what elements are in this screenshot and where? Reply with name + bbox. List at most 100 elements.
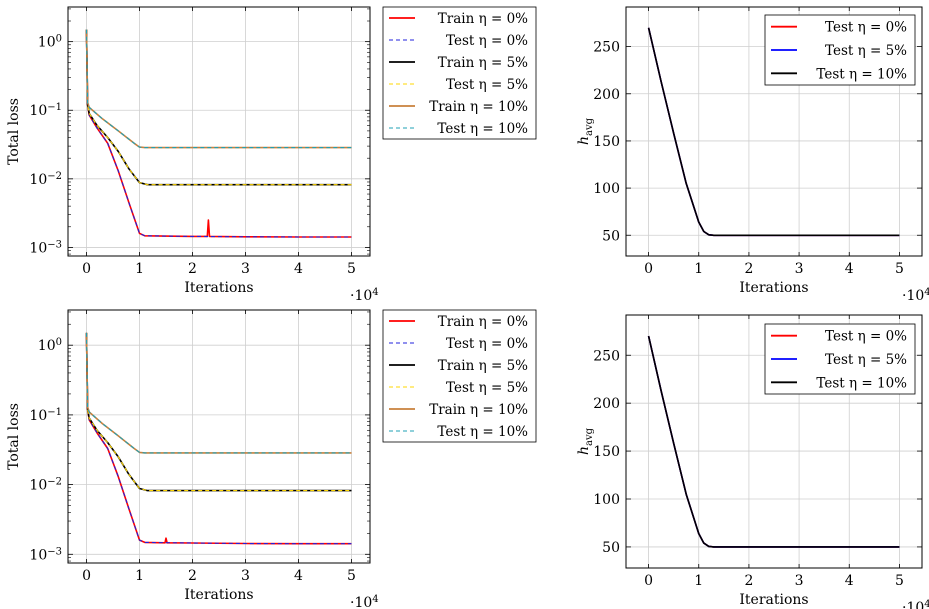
x-tick-label: 1 bbox=[135, 261, 144, 277]
superscript: 4 bbox=[924, 599, 929, 609]
x-axis-multiplier: ·104 bbox=[350, 594, 379, 609]
x-tick-label: 4 bbox=[294, 261, 303, 277]
series-line bbox=[85, 29, 352, 149]
series-line bbox=[85, 332, 352, 492]
legend: Train η = 0% Test η = 0% Train η = 5% Test … bbox=[382, 6, 537, 140]
x-tick-label: 5 bbox=[347, 261, 356, 277]
x-tick-label: 1 bbox=[694, 573, 703, 589]
plot-frame bbox=[625, 314, 923, 569]
superscript: 4 bbox=[372, 594, 378, 605]
y-tick-label: 10−2 bbox=[29, 476, 62, 494]
x-tick-label: 5 bbox=[895, 573, 904, 589]
legend-label: Train η = 0% bbox=[438, 11, 528, 27]
y-tick-label: 10−3 bbox=[29, 546, 62, 564]
y-tick-label: 10−3 bbox=[29, 239, 62, 257]
y-tick-label: 250 bbox=[593, 40, 620, 56]
legend-label: Train η = 10% bbox=[429, 402, 528, 418]
legend-label: Test η = 5% bbox=[825, 43, 907, 59]
series-line bbox=[85, 332, 352, 545]
series-line bbox=[647, 335, 900, 548]
y-label-subscript: avg bbox=[584, 427, 595, 446]
y-label-main: h bbox=[576, 446, 592, 455]
chart-2: 0 1 2 3 4 5 50 100 150 200 250 Iterations ·104 havg Te… bbox=[576, 6, 929, 305]
series-line bbox=[85, 29, 352, 186]
x-tick-label: 5 bbox=[895, 261, 904, 277]
superscript: −3 bbox=[47, 546, 62, 557]
y-tick-label: 150 bbox=[593, 134, 620, 150]
series-line bbox=[647, 27, 900, 237]
legend: Train η = 0% Test η = 0% Train η = 5% Test … bbox=[382, 309, 537, 443]
legend-label: Test η = 5% bbox=[446, 77, 528, 93]
superscript: 4 bbox=[372, 287, 378, 298]
legend: Test η = 0% Test η = 5% Test η = 10% bbox=[764, 323, 916, 395]
x-tick-label: 4 bbox=[294, 568, 303, 584]
y-axis: 10−3 10−2 10−1 100 bbox=[29, 33, 370, 256]
x-tick-label: 3 bbox=[795, 573, 804, 589]
superscript: −3 bbox=[47, 239, 62, 250]
series-group bbox=[647, 335, 900, 548]
y-tick-label: 50 bbox=[602, 228, 620, 244]
series-line bbox=[85, 332, 352, 454]
x-tick-label: 1 bbox=[694, 261, 703, 277]
chart-3: 0 1 2 3 4 5 10−3 10−2 10−1 100 Iterations ·104 Total… bbox=[6, 309, 537, 609]
plot-frame bbox=[67, 309, 371, 564]
y-label-subscript: avg bbox=[584, 117, 595, 136]
x-axis-label: Iterations bbox=[739, 592, 808, 608]
x-tick-label: 2 bbox=[188, 568, 197, 584]
x-axis-label: Iterations bbox=[184, 280, 253, 296]
legend-box bbox=[382, 309, 537, 443]
y-axis-label: havg bbox=[576, 427, 595, 455]
y-tick-label: 250 bbox=[593, 348, 620, 364]
x-tick-label: 1 bbox=[135, 568, 144, 584]
series-line bbox=[85, 29, 352, 149]
x-tick-label: 0 bbox=[644, 261, 653, 277]
x-axis-multiplier: ·104 bbox=[902, 287, 929, 305]
y-axis: 10−3 10−2 10−1 100 bbox=[29, 337, 370, 564]
grid bbox=[68, 7, 370, 256]
y-tick-label: 150 bbox=[593, 444, 620, 460]
series-line bbox=[85, 29, 352, 186]
superscript: −2 bbox=[47, 170, 62, 181]
series-line bbox=[85, 332, 352, 492]
y-axis: 50 100 150 200 250 bbox=[593, 40, 922, 244]
minor-ticks bbox=[68, 311, 370, 562]
x-axis-multiplier: ·104 bbox=[350, 287, 379, 305]
y-tick-label: 10−1 bbox=[29, 406, 62, 424]
superscript: −1 bbox=[47, 406, 62, 417]
y-tick-label: 100 bbox=[38, 337, 62, 355]
y-label-main: h bbox=[576, 136, 592, 145]
minor-ticks bbox=[68, 8, 370, 255]
series-line bbox=[85, 332, 352, 454]
chart-4: 0 1 2 3 4 5 50 100 150 200 250 Iterations ·104 havg Te… bbox=[576, 314, 929, 609]
chart-1: 0 1 2 3 4 5 10−3 10−2 10−1 100 Iterations ·104 Total… bbox=[6, 6, 537, 305]
legend-label: Test η = 10% bbox=[437, 121, 528, 137]
grid bbox=[68, 310, 370, 563]
superscript: 0 bbox=[56, 33, 62, 44]
y-tick-label: 10−2 bbox=[29, 170, 62, 188]
x-axis-label: Iterations bbox=[739, 280, 808, 296]
superscript: −1 bbox=[47, 102, 62, 113]
x-axis-label: Iterations bbox=[184, 587, 253, 603]
y-tick-label: 100 bbox=[38, 33, 62, 51]
series-line bbox=[85, 332, 352, 545]
x-tick-label: 0 bbox=[82, 568, 91, 584]
y-axis-label: Total loss bbox=[6, 98, 22, 165]
series-group bbox=[647, 27, 900, 237]
series-line bbox=[85, 29, 352, 238]
legend-label: Test η = 0% bbox=[825, 20, 907, 36]
y-axis-label: havg bbox=[576, 117, 595, 145]
x-axis: 0 1 2 3 4 5 bbox=[644, 315, 904, 589]
legend-label: Test η = 10% bbox=[816, 66, 907, 82]
x-axis: 0 1 2 3 4 5 bbox=[82, 7, 356, 277]
superscript: −2 bbox=[47, 476, 62, 487]
series-line bbox=[85, 29, 352, 238]
x-tick-label: 2 bbox=[744, 573, 753, 589]
y-tick-label: 50 bbox=[602, 540, 620, 556]
legend-label: Test η = 0% bbox=[446, 33, 528, 49]
y-tick-label: 200 bbox=[593, 396, 620, 412]
series-group bbox=[85, 332, 352, 545]
legend-label: Train η = 5% bbox=[438, 358, 528, 374]
y-axis: 50 100 150 200 250 bbox=[593, 348, 922, 556]
legend-label: Train η = 0% bbox=[438, 314, 528, 330]
